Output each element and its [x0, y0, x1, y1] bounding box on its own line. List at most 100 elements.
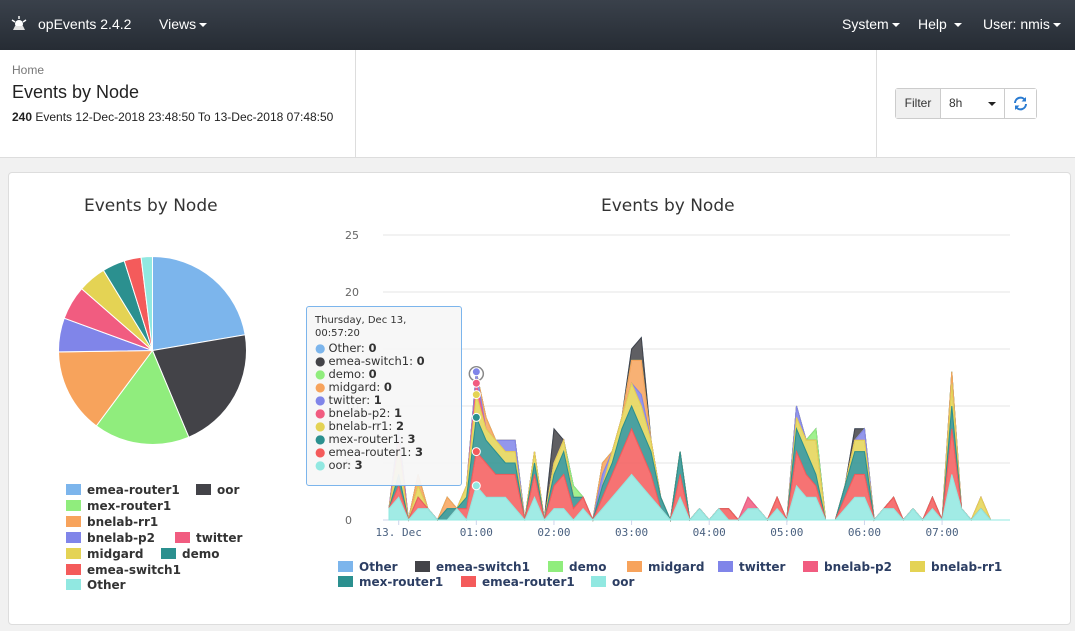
top-navbar: opEvents 2.4.2 Views System Help User: n… [0, 0, 1075, 50]
pie-legend-item[interactable]: demo [161, 547, 219, 561]
pie-chart-title: Events by Node [84, 196, 218, 216]
x-tick-label: 04:00 [693, 526, 726, 539]
legend-label: emea-switch1 [436, 560, 530, 574]
tooltip-series-value: 1 [394, 406, 403, 420]
tooltip-row: ● twitter: 1 [315, 394, 453, 407]
legend-label: bnelab-rr1 [931, 560, 1003, 574]
hover-point [471, 378, 481, 388]
legend-swatch [548, 561, 563, 572]
legend-label: mex-router1 [359, 575, 444, 589]
area-legend-item[interactable]: demo [548, 560, 606, 574]
pie-legend-item[interactable]: emea-router1 [66, 483, 180, 497]
pie-slice-emea-router1[interactable] [152, 255, 246, 352]
x-tick-label: 05:00 [770, 526, 803, 539]
app-brand[interactable]: opEvents 2.4.2 [38, 16, 132, 32]
area-legend-item[interactable]: bnelab-p2 [803, 560, 892, 574]
refresh-icon [1014, 96, 1027, 111]
hover-point [471, 367, 481, 377]
legend-label: emea-router1 [87, 483, 180, 497]
tooltip-series-name: emea-router1: [328, 445, 415, 459]
help-menu[interactable]: Help [918, 16, 962, 32]
tooltip-series-value: 3 [354, 458, 363, 472]
tooltip-series-name: midgard: [328, 380, 384, 394]
tooltip-series-value: 0 [383, 380, 392, 394]
x-tick-label: 01:00 [460, 526, 493, 539]
user-menu[interactable]: User: nmis [983, 16, 1061, 32]
pie-legend-item[interactable]: midgard [66, 547, 143, 561]
breadcrumb[interactable]: Home [12, 63, 44, 77]
legend-label: Other [359, 560, 398, 574]
legend-swatch [627, 561, 642, 572]
legend-swatch [175, 532, 190, 543]
bullet-icon: ● [315, 380, 326, 394]
tooltip-row: ● bnelab-p2: 1 [315, 407, 453, 420]
legend-label: demo [182, 547, 220, 561]
tooltip-row: ● emea-router1: 3 [315, 446, 453, 459]
legend-label: twitter [196, 531, 243, 545]
pie-slice-mex-router1[interactable] [95, 349, 190, 445]
pie-legend-item[interactable]: twitter [175, 531, 242, 545]
bullet-icon: ● [315, 419, 326, 433]
tooltip-series-name: emea-switch1: [328, 354, 417, 368]
legend-label: bnelab-p2 [824, 560, 892, 574]
user-menu-label: User: nmis [983, 16, 1050, 32]
page-title: Events by Node [12, 82, 140, 102]
pie-slice-bnelab-rr1[interactable] [58, 349, 154, 427]
area-series-oor[interactable] [388, 473, 1010, 522]
refresh-button[interactable] [1005, 89, 1036, 118]
y-tick-label: 20 [345, 286, 359, 299]
area-legend-item[interactable]: mex-router1 [338, 575, 443, 589]
filter-control: Filter 8h [895, 88, 1037, 119]
tooltip-series-value: 0 [368, 367, 377, 381]
legend-swatch [910, 561, 925, 572]
system-menu-label: System [842, 16, 889, 32]
pie-legend-item[interactable]: mex-router1 [66, 499, 171, 513]
hover-point [471, 390, 481, 400]
legend-label: emea-switch1 [87, 563, 181, 577]
area-legend-item[interactable]: bnelab-rr1 [910, 560, 1002, 574]
pie-slice-oor[interactable] [151, 334, 247, 438]
area-legend-item[interactable]: emea-switch1 [415, 560, 530, 574]
legend-swatch [718, 561, 733, 572]
area-legend-item[interactable]: oor [591, 575, 634, 589]
tooltip-row: ● mex-router1: 3 [315, 433, 453, 446]
pie-legend-item[interactable]: bnelab-rr1 [66, 515, 158, 529]
tooltip-series-name: Other: [328, 341, 369, 355]
views-menu[interactable]: Views [159, 16, 208, 32]
legend-swatch [591, 576, 606, 587]
legend-swatch [338, 576, 353, 587]
legend-label: oor [612, 575, 635, 589]
area-legend-item[interactable]: midgard [627, 560, 704, 574]
legend-swatch [338, 561, 353, 572]
tooltip-series-name: twitter: [328, 393, 374, 407]
event-summary: 240 Events 12-Dec-2018 23:48:50 To 13-De… [12, 107, 347, 127]
pie-slice-other[interactable] [140, 255, 153, 351]
bullet-icon: ● [315, 367, 326, 381]
legend-swatch [66, 579, 81, 590]
tooltip-row: ● demo: 0 [315, 368, 453, 381]
legend-label: midgard [648, 560, 705, 574]
time-range-select[interactable]: 8h [941, 89, 1005, 118]
y-tick-label: 0 [345, 514, 352, 527]
pie-legend-item[interactable]: Other [66, 578, 126, 592]
pie-legend-item[interactable]: oor [196, 483, 239, 497]
area-legend-item[interactable]: twitter [718, 560, 785, 574]
pie-legend-item[interactable]: bnelab-p2 [66, 531, 155, 545]
event-count: 240 [12, 110, 33, 124]
tooltip-rows: ● Other: 0 ● emea-switch1: 0 ● demo: 0 ● midgar… [315, 342, 453, 472]
app-logo-icon[interactable] [11, 16, 27, 34]
tooltip-series-value: 1 [373, 393, 382, 407]
area-legend-item[interactable]: Other [338, 560, 398, 574]
bullet-icon: ● [315, 406, 326, 420]
area-legend-item[interactable]: emea-router1 [461, 575, 575, 589]
tooltip-series-value: 3 [407, 432, 416, 446]
pie-legend-item[interactable]: emea-switch1 [66, 563, 181, 577]
legend-swatch [196, 484, 211, 495]
legend-swatch [415, 561, 430, 572]
system-menu[interactable]: System [842, 16, 900, 32]
event-range: Events 12-Dec-2018 23:48:50 To 13-Dec-20… [35, 110, 334, 124]
filter-label: Filter [896, 89, 941, 118]
legend-swatch [66, 532, 81, 543]
breadcrumb-home[interactable]: Home [12, 63, 45, 77]
chart-tooltip: Thursday, Dec 13, 00:57:20 ● Other: 0 ● eme… [306, 306, 462, 486]
